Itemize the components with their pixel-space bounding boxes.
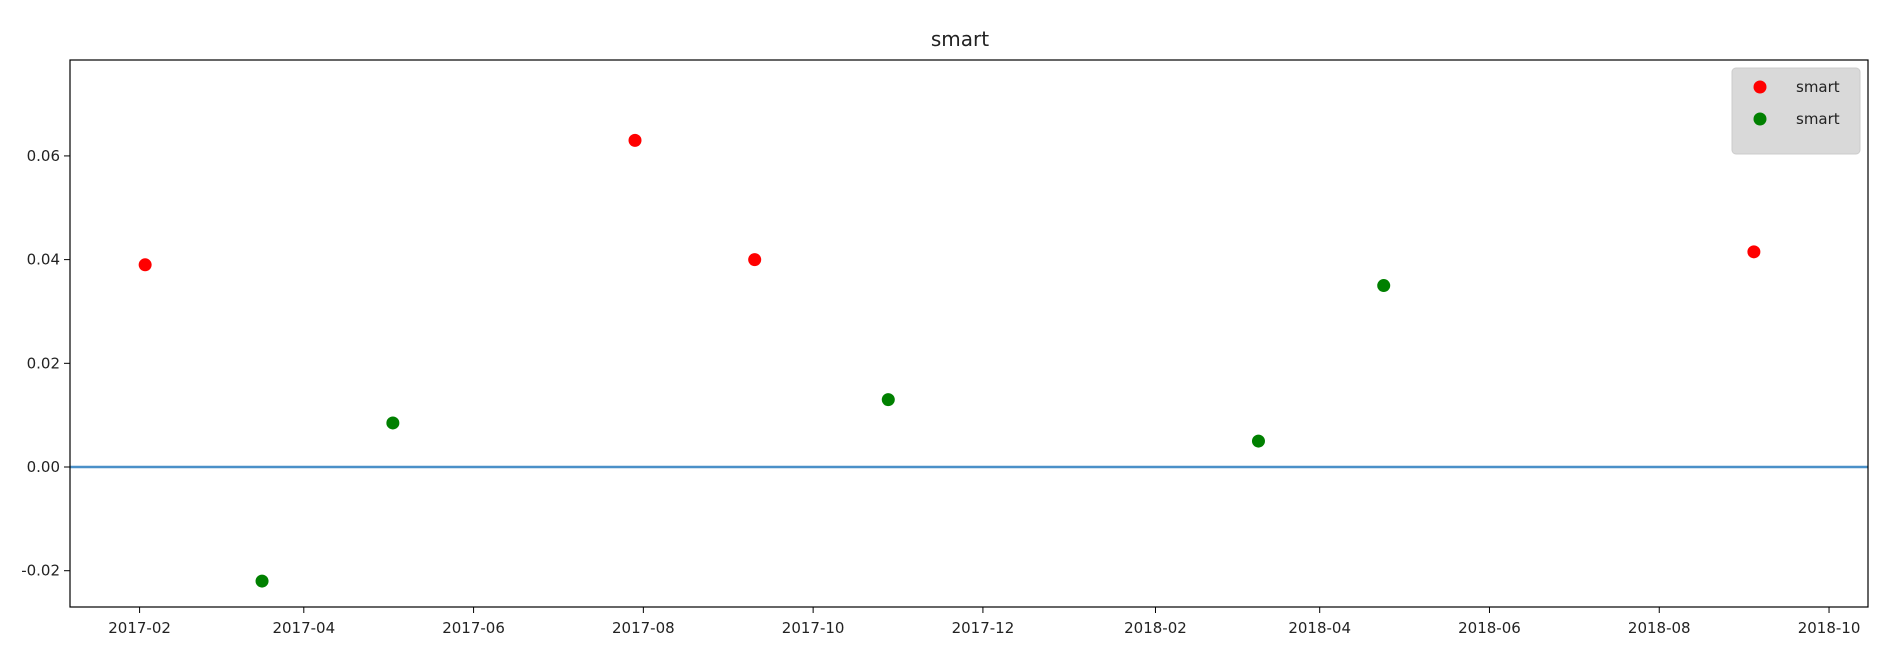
data-point-series-1: [1747, 245, 1761, 259]
y-tick-label: 0.06: [27, 147, 60, 165]
x-tick-label: 2017-02: [108, 619, 171, 637]
legend-label-series-2: smart: [1796, 110, 1840, 128]
x-tick-label: 2018-04: [1288, 619, 1351, 637]
legend-marker-series-2: [1753, 112, 1767, 126]
legend-label-series-1: smart: [1796, 78, 1840, 96]
x-tick-label: 2018-10: [1798, 619, 1861, 637]
y-tick-label: 0.02: [27, 354, 60, 372]
y-tick-label: 0.00: [27, 458, 60, 476]
x-tick-label: 2018-02: [1124, 619, 1187, 637]
data-point-series-1: [138, 258, 152, 272]
data-point-series-2: [881, 393, 895, 407]
legend-marker-series-1: [1753, 80, 1767, 94]
x-tick-label: 2017-10: [782, 619, 845, 637]
x-tick-label: 2017-04: [272, 619, 335, 637]
legend: smart smart: [1731, 67, 1861, 155]
chart-title: smart: [931, 27, 989, 51]
x-tick-label: 2017-12: [952, 619, 1015, 637]
x-tick-label: 2017-08: [612, 619, 675, 637]
plot-area: [70, 133, 1868, 588]
data-point-series-1: [748, 253, 762, 267]
plot-frame: [69, 59, 1869, 608]
data-point-series-2: [1251, 434, 1265, 448]
data-point-series-2: [1377, 279, 1391, 293]
x-tick-label: 2018-08: [1628, 619, 1691, 637]
y-tick-label: -0.02: [21, 562, 60, 580]
y-tick-label: 0.04: [27, 251, 60, 269]
data-point-series-2: [386, 416, 400, 430]
data-point-series-2: [255, 574, 269, 588]
data-point-series-1: [628, 133, 642, 147]
x-tick-label: 2017-06: [442, 619, 505, 637]
x-tick-label: 2018-06: [1458, 619, 1521, 637]
